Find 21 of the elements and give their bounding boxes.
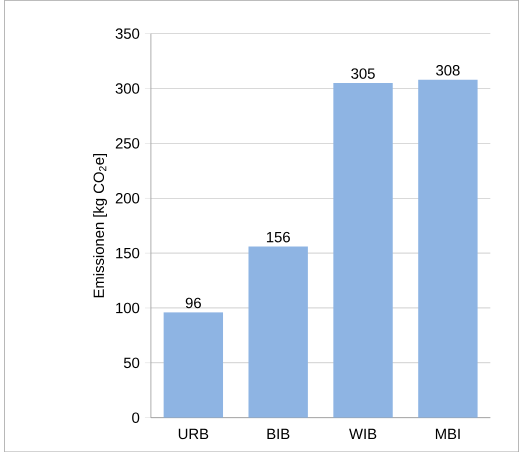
y-tick-label: 250 [116,138,140,148]
y-tick-label: 100 [116,302,140,314]
data-label: 96 [186,298,201,308]
data-label: 308 [436,64,460,76]
y-tick-label: 350 [116,28,140,39]
y-tick-label: 200 [116,192,140,204]
y-axis-title: Emissionen [kg CO$_{2}$e] [93,154,107,298]
data-label: 156 [266,232,290,242]
x-tick-label: BIB [267,428,290,439]
bar [248,246,308,418]
x-tick-label: WIB [349,428,376,439]
bar [418,80,478,418]
x-tick-label: MBI [436,428,460,439]
bar [333,82,393,418]
bar [164,312,224,418]
y-tick-label: 300 [116,83,140,94]
y-tick-label: 0 [132,412,140,423]
y-tick-label: 50 [124,357,140,368]
data-label: 305 [351,68,375,79]
y-tick-label: 150 [116,248,140,258]
x-tick-label: URB [178,428,208,439]
